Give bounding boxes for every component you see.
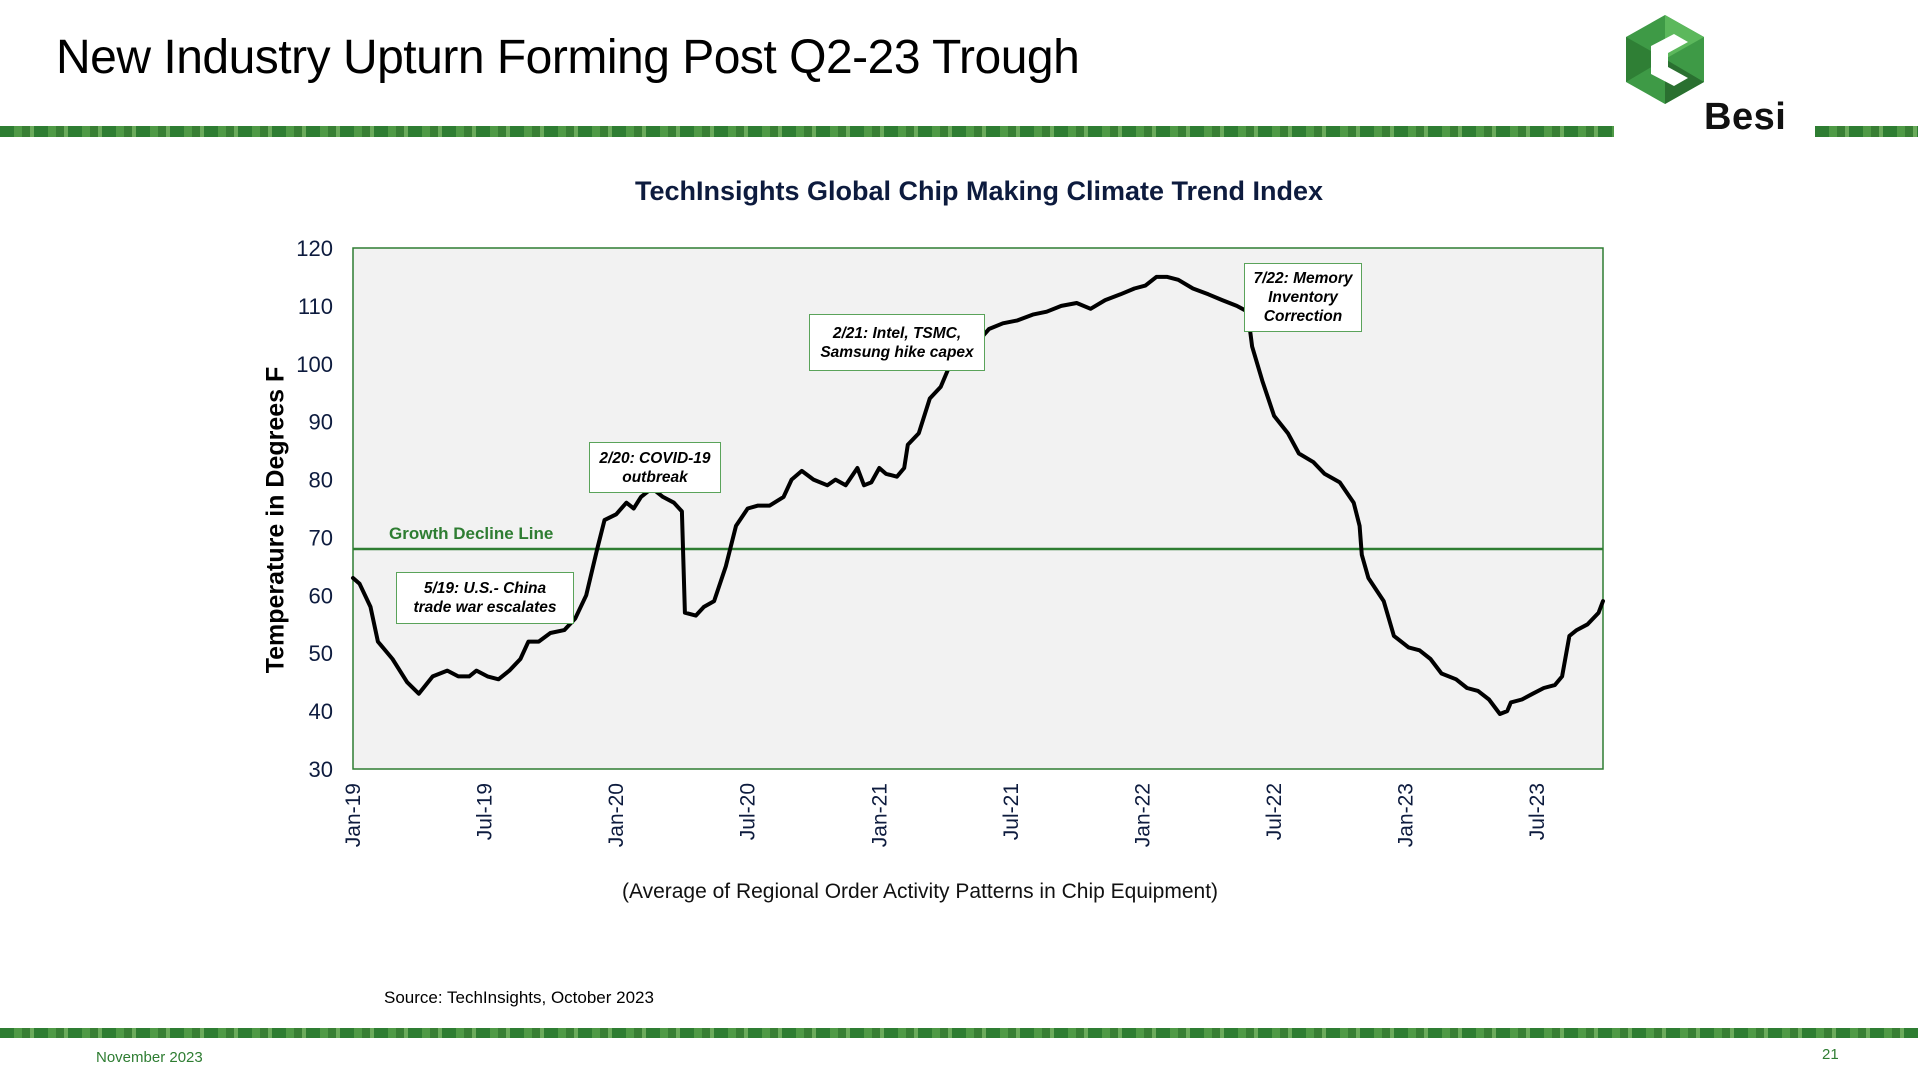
- header-stripe: [0, 126, 1614, 137]
- footer-stripe: [0, 1028, 1918, 1038]
- x-tick-label: Jul-19: [474, 783, 497, 840]
- x-tick-label: Jan-20: [605, 783, 628, 847]
- y-tick-label: 40: [309, 699, 333, 724]
- y-tick-label: 80: [309, 468, 333, 493]
- y-tick-label: 120: [296, 236, 333, 261]
- x-tick-label: Jul-23: [1526, 783, 1549, 840]
- header-stripe-right: [1815, 126, 1918, 137]
- footer-date: November 2023: [96, 1049, 203, 1066]
- logo-text: Besi: [1704, 96, 1787, 138]
- annotation-memory: 7/22: Memory Inventory Correction: [1244, 263, 1362, 332]
- index-series-line: [351, 274, 1605, 716]
- x-tick-label: Jul-20: [737, 783, 760, 840]
- x-tick-label: Jul-21: [1000, 783, 1023, 840]
- source-note: Source: TechInsights, October 2023: [384, 988, 654, 1007]
- y-tick-label: 110: [298, 294, 333, 319]
- x-axis-caption: (Average of Regional Order Activity Patt…: [621, 880, 1219, 903]
- y-tick-label: 30: [309, 757, 333, 782]
- x-tick-label: Jan-23: [1395, 783, 1418, 847]
- annotation-capex: 2/21: Intel, TSMC, Samsung hike capex: [809, 314, 985, 371]
- y-tick-label: 90: [309, 410, 333, 435]
- x-tick-label: Jul-22: [1263, 783, 1286, 840]
- y-tick-label: 50: [309, 641, 333, 666]
- x-tick-label: Jan-21: [868, 783, 891, 847]
- x-tick-label: Jan-19: [342, 783, 365, 847]
- annotation-covid: 2/20: COVID-19 outbreak: [589, 442, 721, 493]
- chart-title: TechInsights Global Chip Making Climate …: [634, 176, 1324, 206]
- besi-logo-icon: [1626, 15, 1704, 104]
- y-tick-label: 100: [296, 352, 333, 377]
- x-tick-label: Jan-22: [1131, 783, 1154, 847]
- annotation-trade-war: 5/19: U.S.- China trade war escalates: [396, 572, 574, 624]
- growth-decline-label: Growth Decline Line: [389, 524, 554, 543]
- slide-title: New Industry Upturn Forming Post Q2-23 T…: [56, 31, 1080, 84]
- page-number: 21: [1822, 1046, 1839, 1063]
- y-tick-label: 70: [309, 525, 333, 550]
- y-tick-label: 60: [309, 583, 333, 608]
